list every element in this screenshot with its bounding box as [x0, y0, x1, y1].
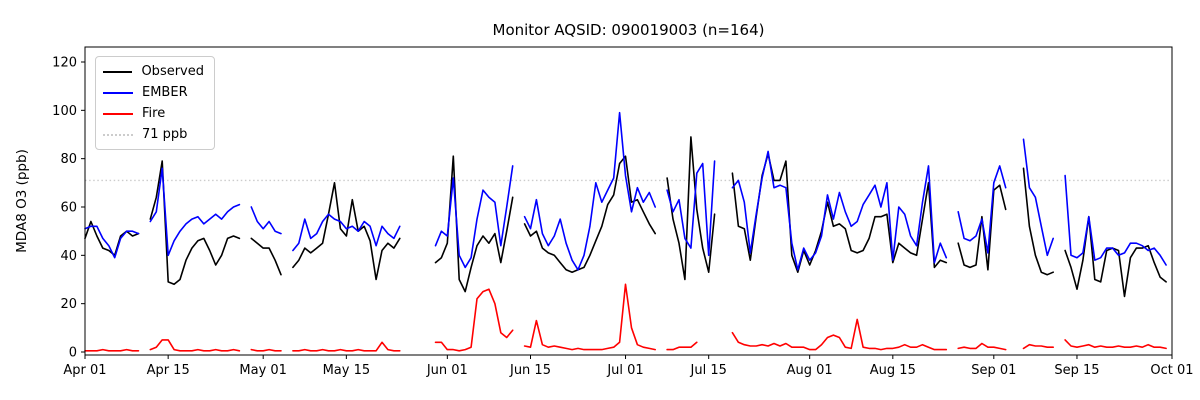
- y-axis-label: MDA8 O3 (ppb): [14, 149, 30, 253]
- fire-line-sample-icon: [103, 112, 133, 115]
- ember-line-sample-icon: [103, 91, 133, 94]
- series-line-observed: [84, 136, 1167, 298]
- x-tick-label: Jul 01: [606, 363, 643, 378]
- legend-label-ember: EMBER: [142, 85, 188, 100]
- x-tick-label: May 15: [323, 363, 371, 378]
- legend-label-threshold: 71 ppb: [142, 127, 188, 142]
- y-tick-label: 60: [60, 200, 77, 215]
- legend-item-ember: EMBER: [103, 85, 204, 100]
- x-tick-label: Aug 15: [870, 363, 916, 378]
- observed-line-sample-icon: [103, 70, 133, 73]
- series-line-ember: [84, 111, 1167, 271]
- y-tick-label: 40: [60, 249, 77, 264]
- axes-border: [84, 46, 1173, 356]
- chart-title: Monitor AQSID: 090019003 (n=164): [492, 21, 765, 39]
- legend-item-observed: Observed: [103, 64, 204, 79]
- x-tick-label: Aug 01: [787, 363, 833, 378]
- legend-item-threshold: 71 ppb: [103, 127, 204, 142]
- y-tick-label: 80: [60, 152, 77, 167]
- x-tick-label: Apr 01: [63, 363, 106, 378]
- legend-label-fire: Fire: [142, 106, 166, 121]
- legend: Observed EMBER Fire 71 ppb: [95, 56, 215, 150]
- x-tick-label: Apr 15: [147, 363, 190, 378]
- y-tick-label: 0: [69, 346, 77, 361]
- x-tick-label: Jul 15: [690, 363, 727, 378]
- x-tick-label: Oct 01: [1150, 363, 1193, 378]
- y-tick-label: 20: [60, 297, 77, 312]
- x-tick-label: Sep 01: [971, 363, 1016, 378]
- threshold-line-sample-icon: [103, 133, 133, 136]
- x-tick-label: Sep 15: [1054, 363, 1099, 378]
- y-tick-label: 100: [52, 104, 77, 119]
- x-tick-label: Jun 01: [426, 363, 468, 378]
- series-line-fire: [84, 283, 1167, 352]
- x-tick-label: Jun 15: [509, 363, 551, 378]
- legend-label-observed: Observed: [141, 64, 204, 79]
- y-tick-label: 120: [52, 55, 77, 70]
- x-tick-label: May 01: [239, 363, 287, 378]
- legend-item-fire: Fire: [103, 106, 204, 121]
